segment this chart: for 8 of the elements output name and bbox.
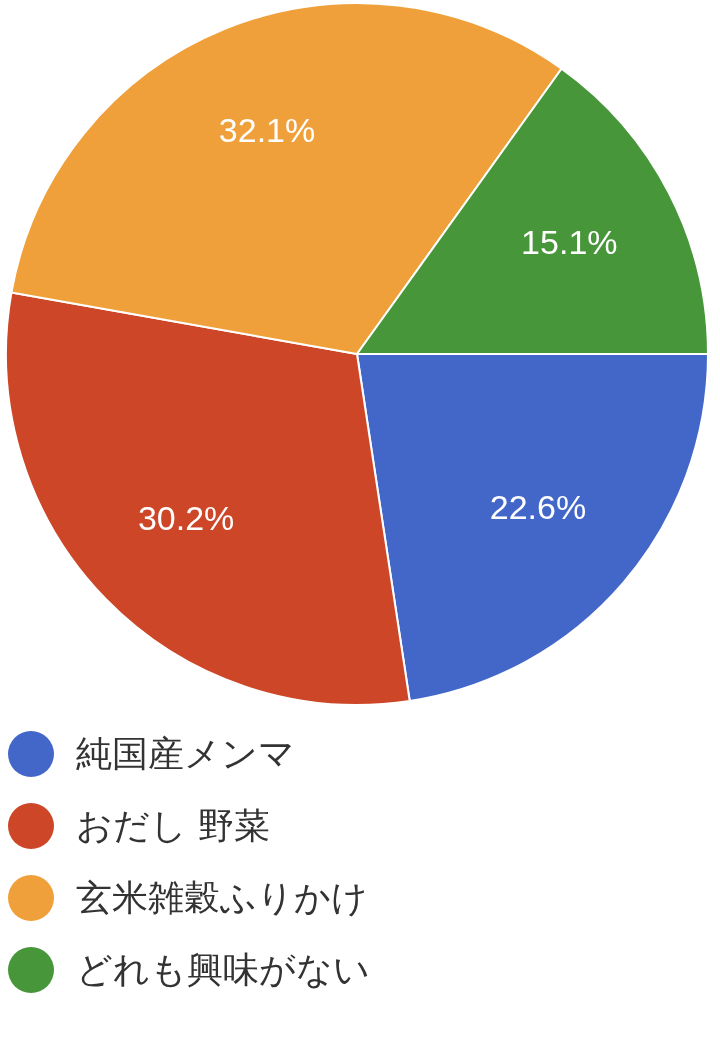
legend-label: おだし 野菜: [76, 803, 271, 848]
data-label: 15.1%: [521, 223, 618, 262]
legend-label: 純国産メンマ: [76, 731, 295, 776]
legend-label: 玄米雑穀ふりかけ: [76, 875, 368, 920]
data-label: 32.1%: [218, 111, 316, 150]
legend-label: どれも興味がない: [76, 947, 370, 992]
data-label: 22.6%: [489, 487, 587, 526]
data-label: 30.2%: [137, 499, 235, 538]
